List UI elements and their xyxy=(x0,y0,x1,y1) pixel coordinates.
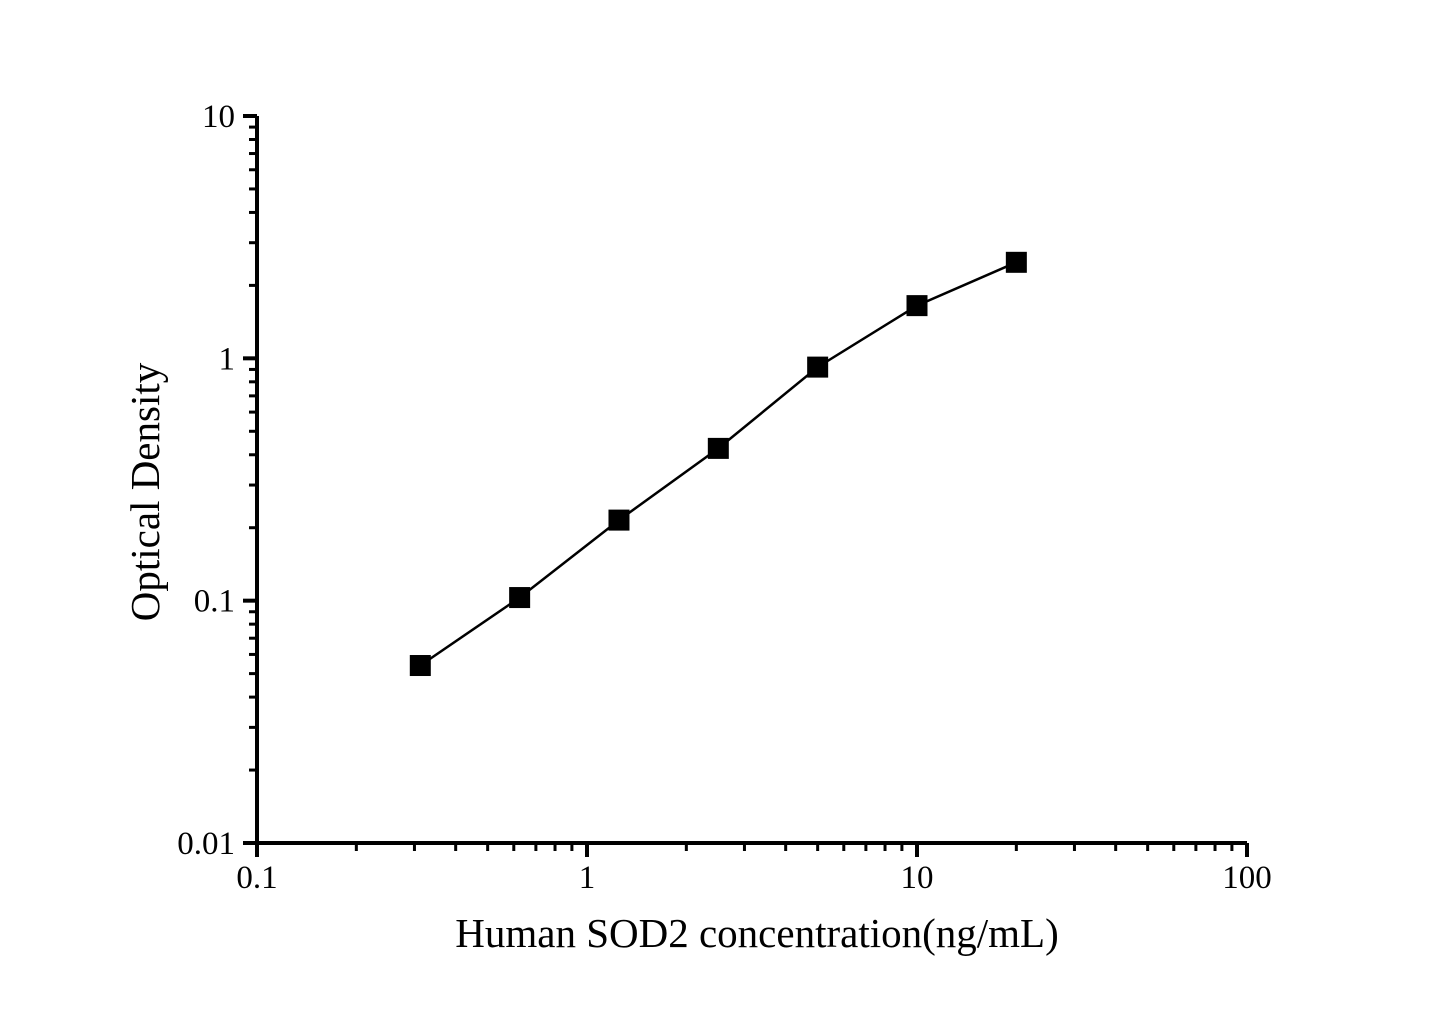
data-point-marker xyxy=(707,437,729,459)
x-axis-title: Human SOD2 concentration(ng/mL) xyxy=(455,910,1058,956)
data-point-marker xyxy=(906,295,928,317)
axis-spines xyxy=(255,116,1247,845)
y-tick-label: 1 xyxy=(219,341,236,377)
data-point-marker xyxy=(509,587,531,609)
y-axis-tick-labels: 0.01 0.1 1 10 xyxy=(177,99,235,862)
data-point-marker xyxy=(1005,251,1027,273)
data-point-marker xyxy=(409,655,431,677)
x-tick-label: 10 xyxy=(901,860,934,896)
y-tick-label: 0.01 xyxy=(177,826,235,862)
data-point-marker xyxy=(807,356,829,378)
x-axis-tick-labels: 0.1 1 10 100 xyxy=(236,860,1271,896)
data-point-marker xyxy=(608,509,630,531)
series-layer xyxy=(409,251,1027,677)
x-tick-label: 100 xyxy=(1222,860,1272,896)
y-axis-title: Optical Density xyxy=(122,362,168,621)
y-tick-label: 10 xyxy=(202,99,235,135)
x-tick-label: 1 xyxy=(579,860,596,896)
x-tick-label: 0.1 xyxy=(236,860,277,896)
y-tick-label: 0.1 xyxy=(194,584,235,620)
axes-layer xyxy=(243,114,1249,857)
